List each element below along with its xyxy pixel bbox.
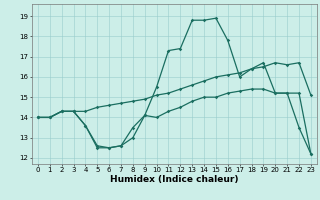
X-axis label: Humidex (Indice chaleur): Humidex (Indice chaleur) <box>110 175 239 184</box>
